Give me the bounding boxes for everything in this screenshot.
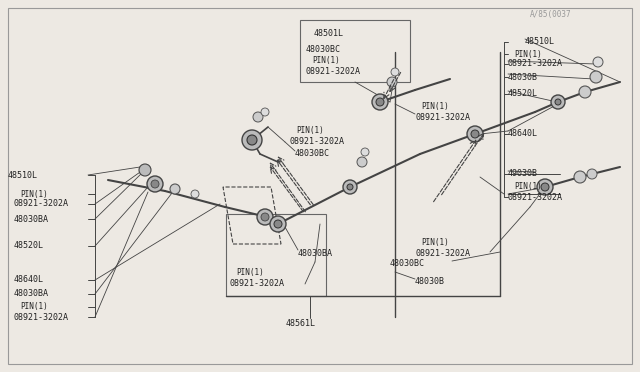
- Circle shape: [555, 99, 561, 105]
- Text: 48561L: 48561L: [286, 320, 316, 328]
- Text: 08921-3202A: 08921-3202A: [290, 138, 345, 147]
- Circle shape: [261, 108, 269, 116]
- Circle shape: [151, 180, 159, 188]
- Text: A/85(0037: A/85(0037: [530, 10, 572, 19]
- Text: PIN(1): PIN(1): [20, 189, 48, 199]
- Circle shape: [270, 216, 286, 232]
- Circle shape: [590, 71, 602, 83]
- Text: 08921-3202A: 08921-3202A: [415, 112, 470, 122]
- Circle shape: [261, 213, 269, 221]
- Circle shape: [574, 171, 586, 183]
- Circle shape: [347, 184, 353, 190]
- Text: PIN(1): PIN(1): [421, 238, 449, 247]
- Text: 48030BC: 48030BC: [306, 45, 341, 54]
- Text: PIN(1): PIN(1): [296, 126, 324, 135]
- Text: PIN(1): PIN(1): [421, 102, 449, 110]
- Text: 48030BA: 48030BA: [14, 215, 49, 224]
- Text: 48510L: 48510L: [525, 38, 555, 46]
- Text: 08921-3202A: 08921-3202A: [14, 199, 69, 208]
- Circle shape: [372, 94, 388, 110]
- Text: 48501L: 48501L: [314, 29, 344, 38]
- Text: 08921-3202A: 08921-3202A: [230, 279, 285, 289]
- Circle shape: [147, 176, 163, 192]
- Text: 08921-3202A: 08921-3202A: [14, 312, 69, 321]
- Text: 48030BC: 48030BC: [390, 260, 425, 269]
- Circle shape: [191, 190, 199, 198]
- Circle shape: [343, 180, 357, 194]
- Circle shape: [551, 95, 565, 109]
- Circle shape: [247, 135, 257, 145]
- Text: 08921-3202A: 08921-3202A: [415, 250, 470, 259]
- Circle shape: [357, 157, 367, 167]
- Bar: [300, 20, 410, 82]
- Circle shape: [467, 126, 483, 142]
- Text: 08921-3202A: 08921-3202A: [508, 60, 563, 68]
- Text: PIN(1): PIN(1): [514, 49, 541, 58]
- Text: 48640L: 48640L: [14, 276, 44, 285]
- Text: 48030B: 48030B: [415, 278, 445, 286]
- Circle shape: [579, 86, 591, 98]
- Circle shape: [471, 130, 479, 138]
- Circle shape: [361, 148, 369, 156]
- Text: 48030BA: 48030BA: [298, 250, 333, 259]
- Text: 48520L: 48520L: [508, 90, 538, 99]
- Circle shape: [376, 98, 384, 106]
- Circle shape: [587, 169, 597, 179]
- Circle shape: [537, 179, 553, 195]
- Circle shape: [242, 130, 262, 150]
- Circle shape: [593, 57, 603, 67]
- Bar: [226, 214, 326, 296]
- Text: PIN(1): PIN(1): [236, 269, 264, 278]
- Circle shape: [541, 183, 549, 191]
- Text: 48030BC: 48030BC: [295, 150, 330, 158]
- Circle shape: [387, 77, 397, 87]
- Circle shape: [139, 164, 151, 176]
- Circle shape: [257, 209, 273, 225]
- Circle shape: [253, 112, 263, 122]
- Circle shape: [274, 220, 282, 228]
- Text: 08921-3202A: 08921-3202A: [306, 67, 361, 77]
- Text: PIN(1): PIN(1): [514, 182, 541, 190]
- Text: PIN(1): PIN(1): [312, 57, 340, 65]
- Text: 48510L: 48510L: [8, 170, 38, 180]
- Text: 49030B: 49030B: [508, 170, 538, 179]
- Text: 48640L: 48640L: [508, 129, 538, 138]
- Circle shape: [170, 184, 180, 194]
- Text: 48030B: 48030B: [508, 73, 538, 81]
- Circle shape: [391, 68, 399, 76]
- Text: PIN(1): PIN(1): [20, 302, 48, 311]
- Text: 08921-3202A: 08921-3202A: [508, 192, 563, 202]
- Text: 48030BA: 48030BA: [14, 289, 49, 298]
- Text: 48520L: 48520L: [14, 241, 44, 250]
